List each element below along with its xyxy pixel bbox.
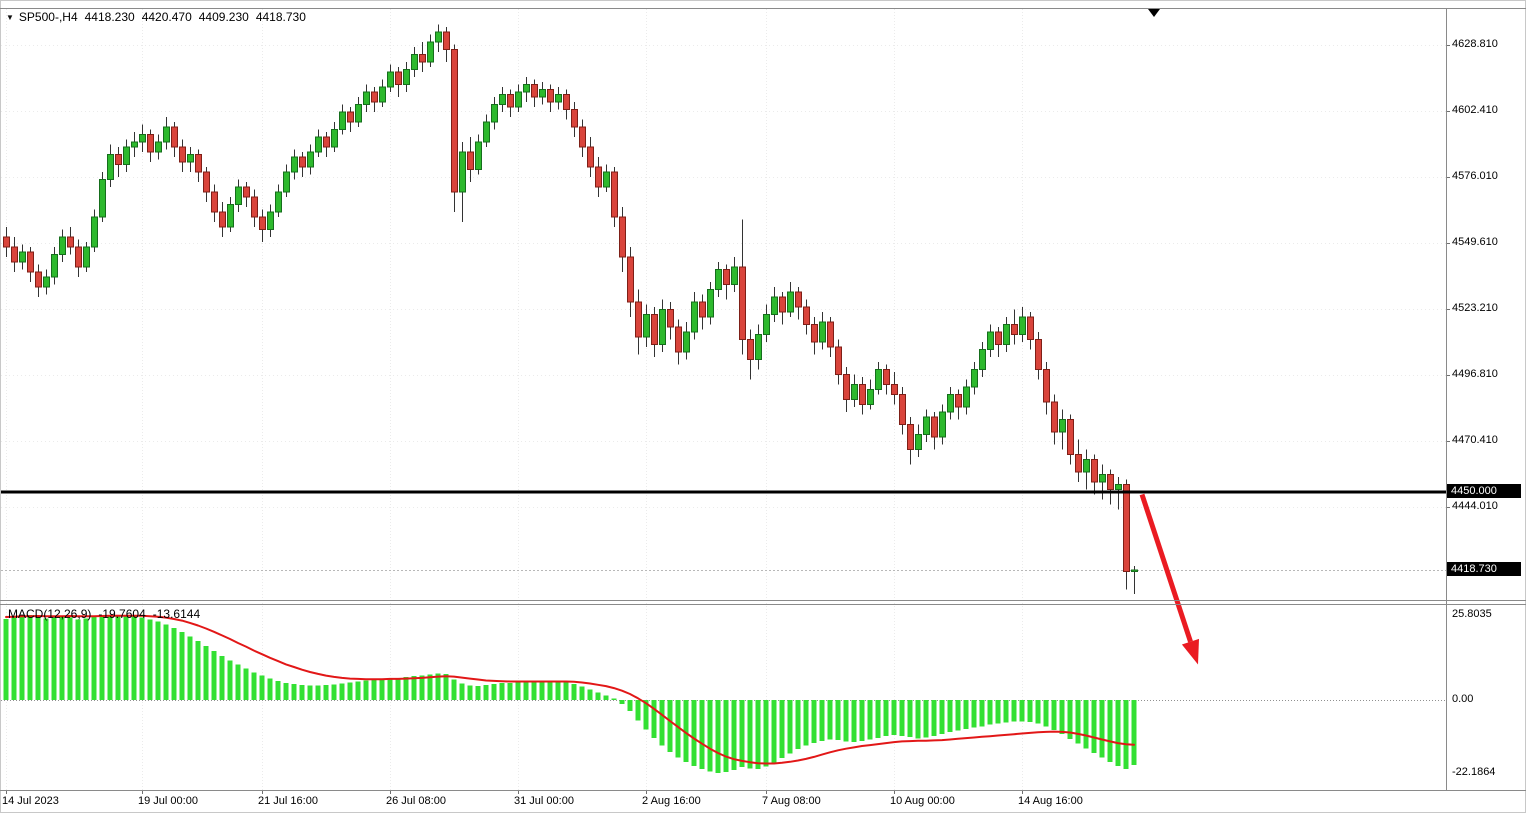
macd-value: -19.7604 bbox=[98, 607, 146, 621]
horizontal-gridlines bbox=[1, 45, 1450, 508]
price-axis-label: 4523.210 bbox=[1452, 302, 1498, 314]
time-axis-label: 14 Aug 16:00 bbox=[1018, 795, 1083, 807]
ohlc-close: 4418.730 bbox=[255, 10, 306, 24]
price-axis-label: 4576.010 bbox=[1452, 170, 1498, 182]
macd-axis-label: 25.8035 bbox=[1452, 608, 1492, 620]
macd-panel-top-border bbox=[0, 604, 1526, 605]
symbol-period-label: SP500-,H4 bbox=[18, 10, 78, 24]
price-axis-separator bbox=[1446, 8, 1447, 790]
time-axis-label: 14 Jul 2023 bbox=[2, 795, 59, 807]
trend-arrow bbox=[1139, 493, 1199, 665]
symbol-dropdown-icon[interactable]: ▼ bbox=[6, 13, 14, 22]
ohlc-low: 4409.230 bbox=[198, 10, 249, 24]
hline-price-badge: 4450.000 bbox=[1447, 484, 1521, 498]
candlestick-series bbox=[3, 24, 1138, 594]
panel-separator[interactable] bbox=[0, 600, 1526, 601]
price-axis-label: 4496.810 bbox=[1452, 368, 1498, 380]
price-axis-label: 4602.410 bbox=[1452, 104, 1498, 116]
macd-label: MACD(12,26,9) bbox=[8, 607, 92, 621]
price-axis-label: 4470.410 bbox=[1452, 434, 1498, 446]
macd-axis-label: -22.1864 bbox=[1452, 766, 1496, 778]
time-axis-label: 31 Jul 00:00 bbox=[514, 795, 574, 807]
price-axis-label: 4549.610 bbox=[1452, 236, 1498, 248]
chart-shift-marker-icon[interactable] bbox=[1148, 9, 1160, 17]
time-axis-label: 2 Aug 16:00 bbox=[642, 795, 701, 807]
macd-signal-line bbox=[5, 614, 1135, 765]
macd-signal-value: -13.6144 bbox=[152, 607, 201, 621]
current-price-badge: 4418.730 bbox=[1447, 562, 1521, 576]
ohlc-open: 4418.230 bbox=[84, 10, 135, 24]
price-axis-label: 4444.010 bbox=[1452, 500, 1498, 512]
ohlc-high: 4420.470 bbox=[141, 10, 192, 24]
time-axis-label: 7 Aug 08:00 bbox=[762, 795, 821, 807]
time-axis-label: 21 Jul 16:00 bbox=[258, 795, 318, 807]
time-axis-label: 19 Jul 00:00 bbox=[138, 795, 198, 807]
chart-top-border bbox=[0, 8, 1526, 9]
time-axis-separator bbox=[0, 790, 1526, 791]
macd-axis-label: 0.00 bbox=[1452, 693, 1474, 705]
chart-symbol-ohlc-header: ▼ SP500-,H4 4418.230 4420.470 4409.230 4418.7… bbox=[6, 10, 306, 24]
time-axis-label: 10 Aug 00:00 bbox=[890, 795, 955, 807]
macd-indicator-header: MACD(12,26,9) -19.7604 -13.6144 bbox=[8, 607, 200, 621]
price-axis-label: 4628.810 bbox=[1452, 38, 1498, 50]
macd-histogram bbox=[3, 615, 1137, 774]
time-axis-label: 26 Jul 08:00 bbox=[386, 795, 446, 807]
